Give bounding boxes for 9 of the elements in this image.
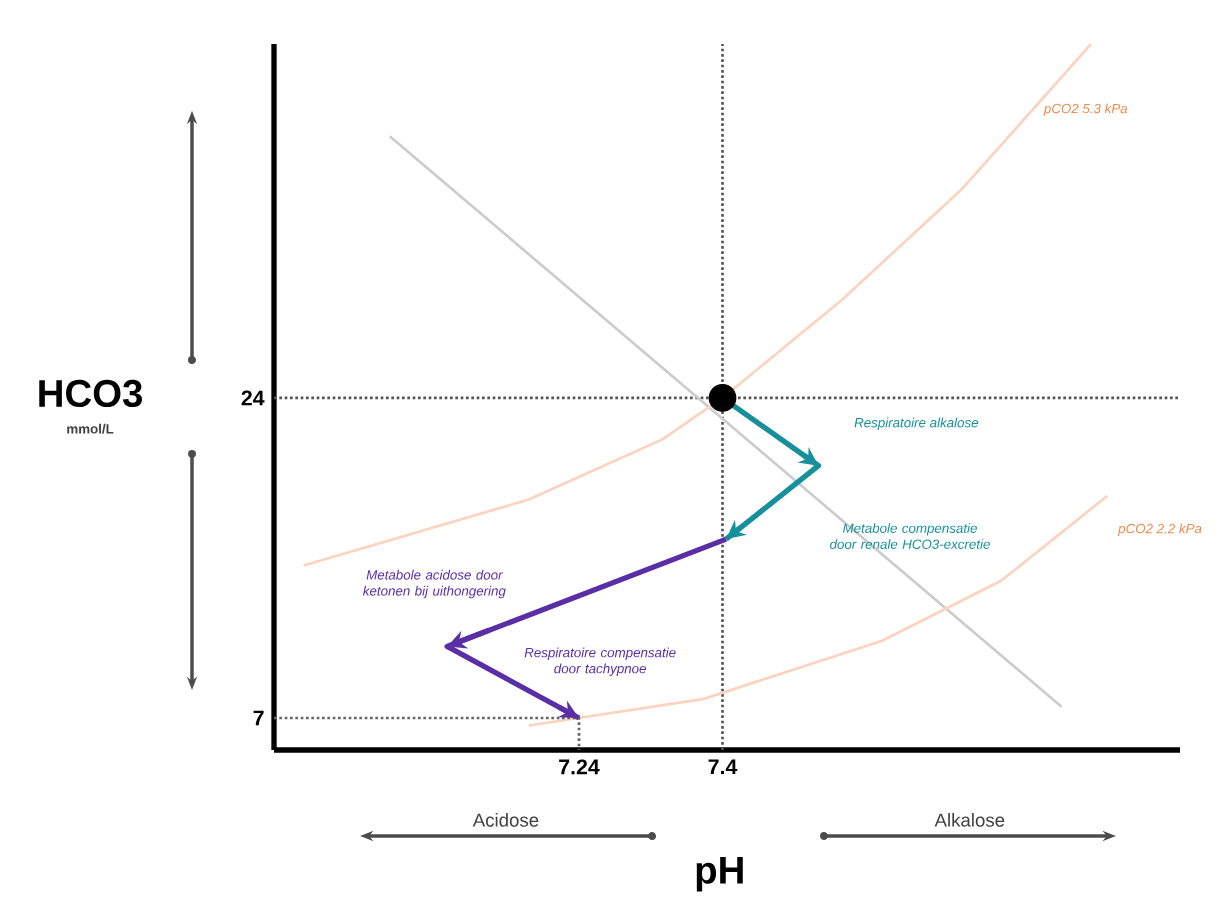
text: Alkalose: [934, 812, 1005, 827]
x-tick-label: 7.24: [559, 759, 600, 775]
line-series: [527, 494, 1109, 727]
y-tick-label: 24: [241, 390, 265, 406]
text: Acidose: [472, 812, 539, 827]
x-axis-title: pH: [696, 856, 743, 892]
y-axis-title: HCO3: [39, 379, 143, 407]
x-tick-label: 7.4: [708, 759, 738, 774]
y-tick-label: 7: [253, 710, 264, 726]
